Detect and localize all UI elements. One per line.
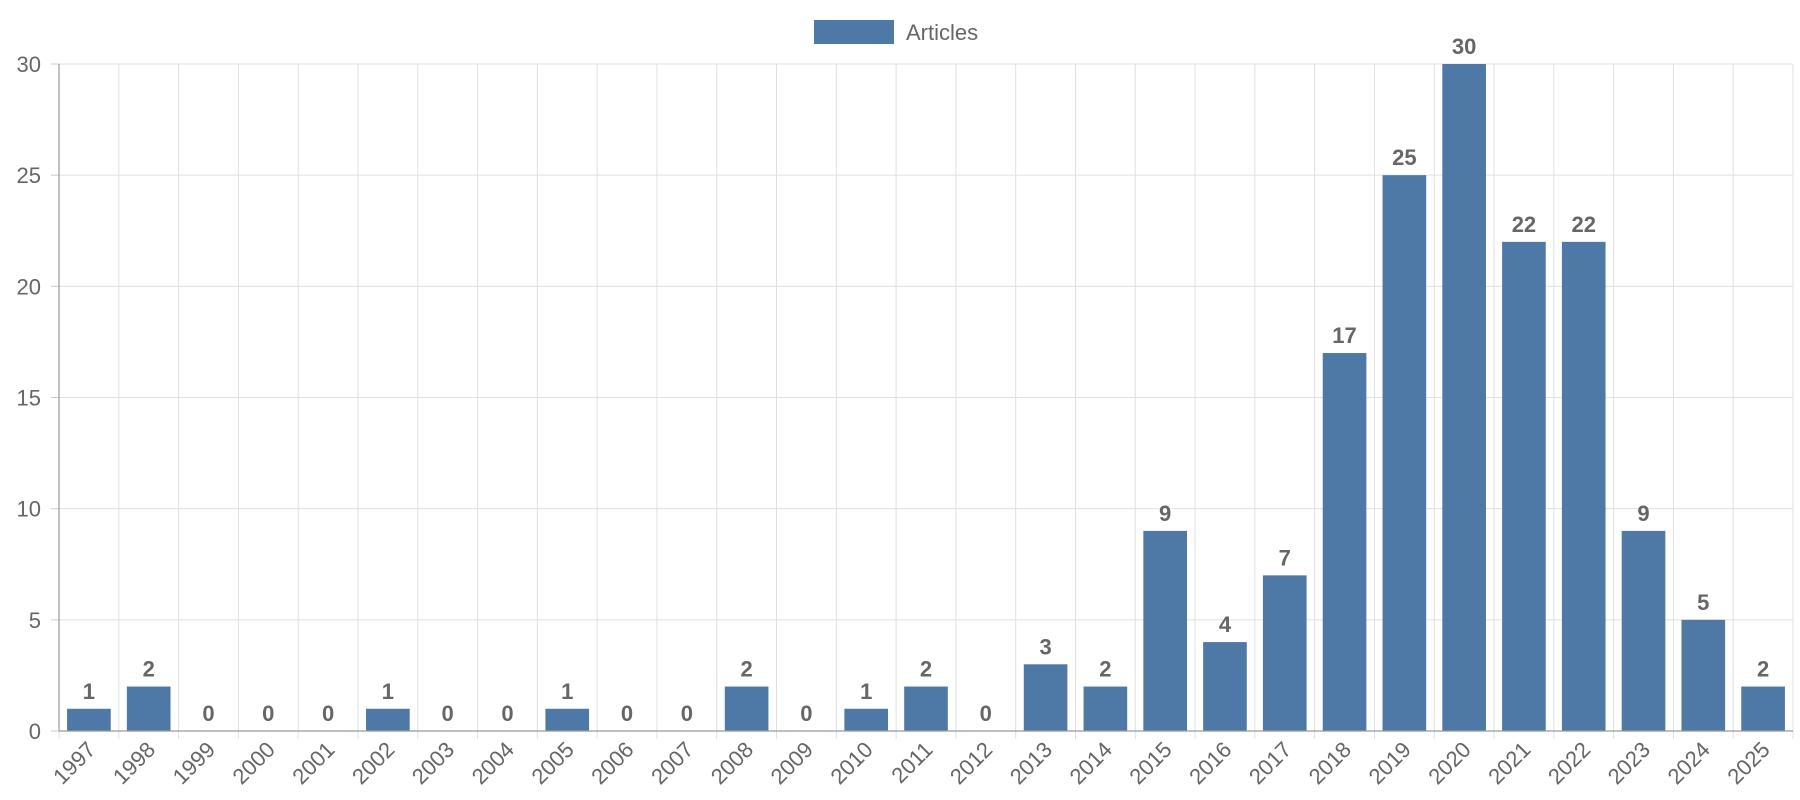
- legend[interactable]: Articles: [814, 20, 978, 45]
- bar-2016[interactable]: [1203, 642, 1247, 731]
- bar-2011[interactable]: [904, 686, 948, 731]
- data-label-2020: 30: [1452, 34, 1476, 59]
- data-label-2018: 17: [1332, 323, 1356, 348]
- x-tick-label-2023: 2023: [1603, 737, 1655, 789]
- data-label-2010: 1: [860, 679, 872, 704]
- data-label-2016: 4: [1219, 612, 1232, 637]
- bar-2008[interactable]: [724, 686, 769, 731]
- bar-2002[interactable]: [366, 708, 410, 731]
- x-tick-label-1997: 1997: [48, 737, 100, 789]
- y-tick-label: 25: [17, 163, 41, 188]
- x-tick-label-2000: 2000: [228, 737, 280, 789]
- legend-label-articles[interactable]: Articles: [906, 20, 978, 45]
- x-tick-label-2006: 2006: [586, 737, 638, 789]
- x-tick-label-2011: 2011: [886, 737, 937, 788]
- x-tick-label-2021: 2021: [1483, 737, 1535, 789]
- data-label-2014: 2: [1099, 657, 1111, 682]
- bar-2005[interactable]: [545, 708, 590, 731]
- data-label-2011: 2: [920, 657, 932, 682]
- bar-2019[interactable]: [1382, 175, 1427, 731]
- data-label-2001: 0: [322, 701, 334, 726]
- grid: [58, 63, 1794, 739]
- x-tick-label-1998: 1998: [108, 737, 160, 789]
- x-tick-label-1999: 1999: [168, 737, 220, 789]
- data-label-2022: 22: [1571, 212, 1595, 237]
- x-tick-label-2007: 2007: [646, 737, 698, 789]
- y-tick-label: 30: [17, 52, 41, 77]
- data-label-2017: 7: [1279, 545, 1291, 570]
- data-label-2002: 1: [382, 679, 394, 704]
- bar-2024[interactable]: [1681, 619, 1726, 731]
- data-label-2004: 0: [501, 701, 513, 726]
- data-label-2013: 3: [1039, 634, 1051, 659]
- x-tick-label-2010: 2010: [825, 737, 877, 789]
- x-tick-label-2017: 2017: [1244, 737, 1296, 789]
- bar-2015[interactable]: [1143, 530, 1187, 731]
- bar-2021[interactable]: [1502, 241, 1546, 731]
- data-label-2006: 0: [621, 701, 633, 726]
- data-label-2023: 9: [1637, 501, 1649, 526]
- data-label-2005: 1: [561, 679, 573, 704]
- bar-2010[interactable]: [844, 708, 889, 731]
- data-label-2019: 25: [1392, 145, 1416, 170]
- x-tick-label-2001: 2001: [287, 737, 339, 789]
- data-label-1999: 0: [202, 701, 214, 726]
- y-tick-label: 10: [17, 497, 41, 522]
- x-tick-label-2024: 2024: [1663, 737, 1715, 789]
- bar-2020[interactable]: [1442, 64, 1486, 731]
- x-tick-label-2016: 2016: [1184, 737, 1236, 789]
- data-label-1998: 2: [143, 657, 155, 682]
- x-tick-label-2005: 2005: [526, 737, 578, 789]
- x-tick-label-2004: 2004: [467, 737, 519, 789]
- x-tick-label-2014: 2014: [1065, 737, 1117, 789]
- x-tick-label-2008: 2008: [706, 737, 758, 789]
- data-label-2008: 2: [740, 657, 752, 682]
- x-tick-label-2020: 2020: [1423, 737, 1475, 789]
- x-tick-label-2022: 2022: [1543, 737, 1595, 789]
- x-tick-label-2018: 2018: [1304, 737, 1356, 789]
- data-label-2021: 22: [1512, 212, 1536, 237]
- y-tick-label: 5: [29, 608, 41, 633]
- bar-2023[interactable]: [1621, 530, 1666, 731]
- legend-swatch-articles[interactable]: [814, 20, 894, 44]
- x-tick-label-2003: 2003: [407, 737, 459, 789]
- data-label-2024: 5: [1697, 590, 1709, 615]
- data-label-1997: 1: [83, 679, 95, 704]
- data-label-2012: 0: [980, 701, 992, 726]
- data-label-2000: 0: [262, 701, 274, 726]
- bar-1997[interactable]: [67, 708, 111, 731]
- data-label-2003: 0: [442, 701, 454, 726]
- x-tick-label-2015: 2015: [1124, 737, 1176, 789]
- data-labels: 1 2 0 0 0 1 0 0 1 0 0 2 0 1 2 0 3 2 9 4 7 17 25 30 22 22 9 5 2: [83, 34, 1769, 726]
- bar-1998[interactable]: [126, 686, 171, 731]
- data-label-2015: 9: [1159, 501, 1171, 526]
- bar-2017[interactable]: [1262, 575, 1307, 731]
- bars: [67, 64, 1785, 731]
- bar-2022[interactable]: [1561, 241, 1606, 731]
- x-tick-label-2013: 2013: [1005, 737, 1057, 789]
- y-tick-label: 0: [29, 719, 41, 744]
- data-label-2007: 0: [681, 701, 693, 726]
- y-tick-label: 15: [17, 386, 41, 411]
- y-tick-label: 20: [17, 274, 41, 299]
- bar-2025[interactable]: [1741, 686, 1785, 731]
- bar-2013[interactable]: [1023, 664, 1068, 731]
- x-tick-label-2019: 2019: [1364, 737, 1416, 789]
- x-tick-label-2009: 2009: [766, 737, 818, 789]
- bar-2018[interactable]: [1322, 353, 1367, 731]
- x-tick-label-2025: 2025: [1722, 737, 1774, 789]
- x-tick-label-2012: 2012: [945, 737, 997, 789]
- data-label-2009: 0: [800, 701, 812, 726]
- bar-2014[interactable]: [1083, 686, 1128, 731]
- x-tick-label-2002: 2002: [347, 737, 399, 789]
- data-label-2025: 2: [1757, 657, 1769, 682]
